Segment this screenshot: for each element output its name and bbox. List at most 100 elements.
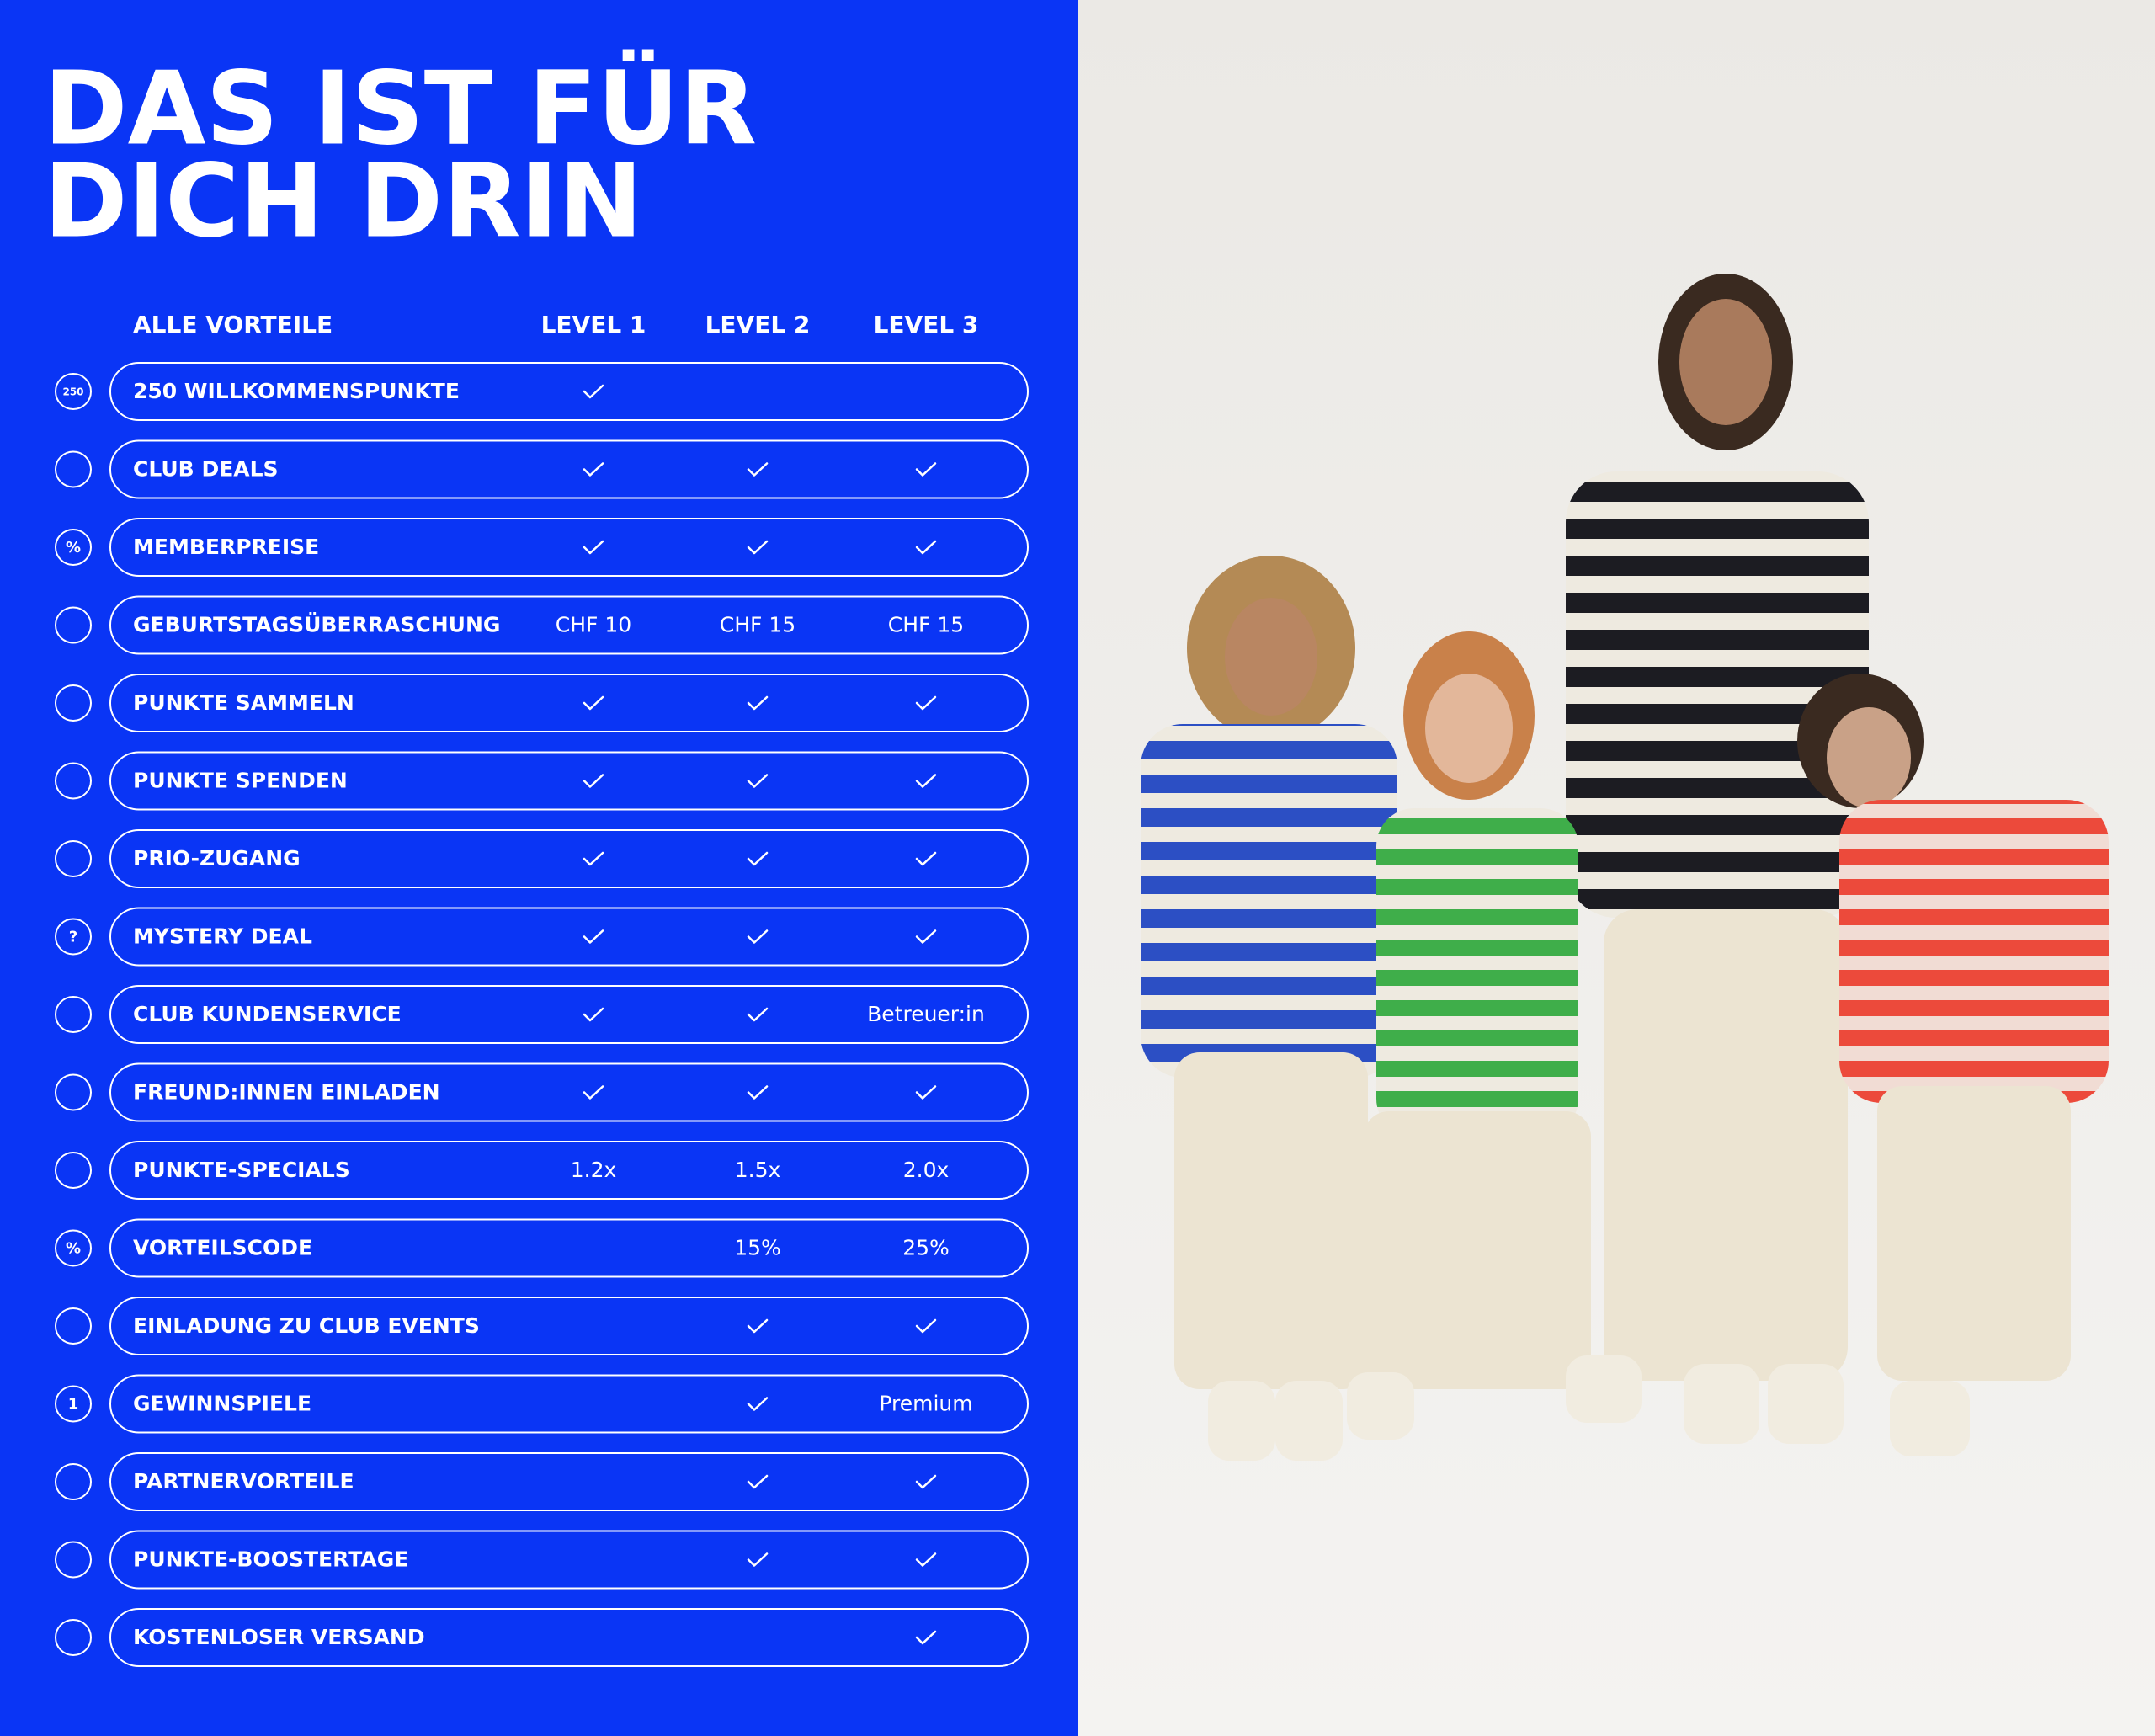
row-icon	[55, 762, 92, 800]
row-pill	[109, 751, 1029, 811]
icon-text: 250	[62, 386, 83, 398]
check-mark	[747, 540, 769, 555]
row-label: MYSTERY DEAL	[133, 924, 312, 949]
row-pill	[109, 1297, 1029, 1355]
cell-text: 25%	[902, 1236, 950, 1260]
row-pill	[109, 1452, 1029, 1511]
cell-text: CHF 15	[888, 613, 964, 637]
check-mark	[747, 929, 769, 944]
check-mark	[747, 1085, 769, 1100]
check-mark	[583, 384, 604, 399]
cell-text: CHF 10	[556, 613, 631, 637]
row-pill	[109, 595, 1029, 655]
row-label: CLUB DEALS	[133, 457, 279, 482]
check-mark	[583, 774, 604, 788]
row-icon	[55, 1541, 92, 1579]
row-pill	[109, 518, 1029, 577]
check-mark	[747, 1552, 769, 1567]
row-icon	[55, 529, 92, 566]
row-label: PRIO-ZUGANG	[133, 846, 301, 871]
cell-text: 2.0x	[903, 1158, 950, 1182]
check-mark	[915, 851, 937, 866]
row-icon	[55, 373, 92, 410]
row-icon	[55, 1463, 92, 1500]
title-line: DAS IST FÜR	[44, 51, 757, 168]
check-mark	[583, 929, 604, 944]
check-mark	[583, 695, 604, 711]
icon-text: %	[66, 539, 81, 556]
check-mark	[915, 929, 937, 944]
row-icon	[55, 1307, 92, 1345]
row-icon	[55, 606, 92, 644]
cell-text: Betreuer:in	[867, 1002, 985, 1026]
row-label: CLUB KUNDENSERVICE	[133, 1002, 402, 1026]
icon-text: 1	[68, 1396, 79, 1414]
row-label: FREUND:INNEN EINLADEN	[133, 1080, 440, 1105]
cell-text: CHF 15	[720, 613, 795, 637]
check-mark	[583, 1007, 604, 1022]
row-icon	[55, 1152, 92, 1189]
blue-panel	[0, 0, 1078, 1736]
row-icon	[55, 684, 92, 722]
row-pill	[109, 674, 1029, 732]
row-label: PUNKTE SPENDEN	[133, 769, 348, 793]
check-mark	[915, 1630, 937, 1645]
row-icon	[55, 840, 92, 877]
row-label: PARTNERVORTEILE	[133, 1469, 354, 1494]
cell-text: 1.2x	[571, 1158, 617, 1182]
row-label: PUNKTE-BOOSTERTAGE	[133, 1547, 408, 1572]
icon-text: %	[66, 1240, 81, 1258]
column-header: LEVEL 1	[541, 311, 646, 338]
row-pill	[109, 1530, 1029, 1590]
row-label: VORTEILSCODE	[133, 1236, 312, 1260]
row-icon	[55, 1073, 92, 1111]
row-label: PUNKTE-SPECIALS	[133, 1158, 350, 1182]
check-mark	[583, 462, 604, 477]
check-mark	[747, 462, 769, 477]
row-icon	[55, 1619, 92, 1656]
check-mark	[747, 1397, 769, 1411]
row-icon	[55, 1229, 92, 1267]
row-pill	[109, 907, 1029, 967]
cell-text: 15%	[734, 1236, 781, 1260]
check-mark	[915, 1318, 937, 1334]
icon-text: ?	[69, 929, 77, 946]
check-mark	[583, 1085, 604, 1100]
row-icon	[55, 918, 92, 956]
check-mark	[583, 540, 604, 555]
column-header: ALLE VORTEILE	[133, 311, 333, 338]
row-label: MEMBERPREISE	[133, 535, 319, 559]
row-label: PUNKTE SAMMELN	[133, 690, 354, 715]
check-mark	[747, 1007, 769, 1022]
check-mark	[915, 695, 937, 711]
check-mark	[747, 774, 769, 788]
check-mark	[915, 540, 937, 555]
check-mark	[915, 774, 937, 788]
check-mark	[747, 1474, 769, 1489]
row-pill	[109, 439, 1029, 499]
check-mark	[747, 695, 769, 711]
row-icon	[55, 1385, 92, 1423]
check-mark	[747, 1318, 769, 1334]
row-pill	[109, 1374, 1029, 1434]
row-icon	[55, 996, 92, 1033]
row-pill	[109, 1218, 1029, 1278]
check-mark	[915, 1552, 937, 1567]
row-label: GEWINNSPIELE	[133, 1392, 311, 1416]
cell-text: 1.5x	[735, 1158, 781, 1182]
row-label: KOSTENLOSER VERSAND	[133, 1625, 425, 1649]
check-mark	[583, 851, 604, 866]
row-pill	[109, 985, 1029, 1044]
check-mark	[915, 1085, 937, 1100]
row-label: GEBURTSTAGSÜBERRASCHUNG	[133, 612, 500, 637]
photo	[1078, 0, 2155, 1736]
check-mark	[915, 462, 937, 477]
cell-text: Premium	[879, 1392, 972, 1416]
check-mark	[747, 851, 769, 866]
row-pill	[109, 362, 1029, 421]
row-pill	[109, 1608, 1029, 1667]
column-header: LEVEL 2	[705, 311, 811, 338]
column-header: LEVEL 3	[874, 311, 979, 338]
